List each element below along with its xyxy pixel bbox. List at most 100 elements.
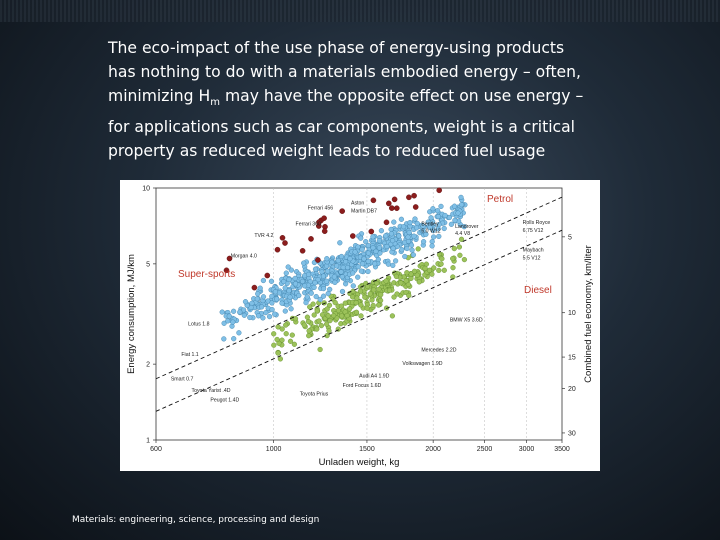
data-point <box>412 204 419 210</box>
data-point <box>344 264 351 271</box>
data-point <box>226 313 232 319</box>
data-point <box>435 213 441 220</box>
data-point <box>288 306 294 312</box>
data-point <box>325 313 331 319</box>
annotation-label: Martin DB7 <box>351 208 377 214</box>
data-point <box>271 331 277 337</box>
data-point <box>394 291 400 297</box>
data-point <box>306 328 312 334</box>
annotation-label: Mercedes 2.2D <box>421 347 456 353</box>
data-point <box>321 215 327 222</box>
data-point <box>355 244 361 250</box>
annotation-label: Lotus 1.8 <box>188 321 209 327</box>
annotation-label: Ford Focus 1.6D <box>343 383 382 389</box>
data-point <box>269 300 275 306</box>
data-point <box>378 292 384 298</box>
data-point <box>410 252 417 258</box>
data-point <box>411 268 418 274</box>
x-tick-label: 1500 <box>359 446 375 453</box>
data-point <box>315 257 321 263</box>
data-point <box>386 287 393 293</box>
data-point <box>263 310 269 316</box>
data-point <box>315 276 321 283</box>
data-point <box>311 312 317 318</box>
data-point <box>259 304 265 310</box>
data-point <box>292 275 298 282</box>
data-point <box>429 243 435 249</box>
data-point <box>317 346 323 353</box>
data-point <box>308 236 314 242</box>
data-point <box>314 326 320 332</box>
y2-axis-label: Combined fuel economy, km/liter <box>583 245 594 383</box>
annotation-label: Ferrari 360 <box>296 221 321 227</box>
data-point <box>338 269 344 275</box>
data-point <box>390 245 396 251</box>
data-point <box>283 331 289 337</box>
data-point <box>296 292 302 299</box>
data-point <box>435 208 441 214</box>
data-point <box>389 313 396 319</box>
data-point <box>385 200 392 207</box>
data-point <box>376 302 382 308</box>
data-point <box>369 297 375 303</box>
annotation-label: 5.5 V12 <box>523 256 541 262</box>
data-point <box>456 244 463 250</box>
annotation-label: Fiat 1.1 <box>181 352 198 358</box>
data-point <box>312 266 319 272</box>
annotation-label: Toyota Prius <box>300 392 329 398</box>
data-point <box>411 233 417 239</box>
data-point <box>274 246 281 253</box>
data-point <box>431 265 437 271</box>
annotation-label: 4.4 V8 <box>455 231 470 237</box>
annotation-label: TVR 4.2 <box>254 233 273 239</box>
data-point <box>237 309 243 315</box>
data-point <box>331 274 338 280</box>
data-point <box>359 246 365 253</box>
data-point <box>422 265 428 272</box>
data-point <box>339 274 345 280</box>
data-point <box>327 318 333 324</box>
data-point <box>409 247 415 253</box>
data-point <box>450 255 456 262</box>
data-point <box>335 257 341 264</box>
y-tick-label: 2 <box>146 362 150 369</box>
data-point <box>427 224 433 231</box>
data-point <box>318 323 325 329</box>
data-point <box>361 256 367 262</box>
data-point <box>357 288 364 294</box>
data-point <box>255 291 261 297</box>
heading-line-3-sub: m <box>210 97 220 109</box>
data-point <box>221 320 227 326</box>
data-point <box>241 312 247 318</box>
data-point <box>242 299 249 305</box>
annotation-label: Smart 0.7 <box>171 377 194 383</box>
data-point <box>288 267 295 273</box>
data-point <box>286 276 292 283</box>
data-point <box>421 239 427 245</box>
data-point <box>236 330 242 336</box>
data-point <box>282 240 288 246</box>
data-point <box>364 305 370 311</box>
data-point <box>320 293 327 299</box>
data-point <box>274 296 280 302</box>
data-point <box>358 302 364 308</box>
data-point <box>260 294 267 300</box>
data-point <box>365 268 371 275</box>
data-point <box>390 262 396 269</box>
y2-tick-label: 30 <box>568 430 576 437</box>
annotation-label: Ferrari 456 <box>308 206 333 212</box>
data-point <box>406 229 412 236</box>
data-point <box>365 242 371 249</box>
data-point <box>365 258 371 265</box>
data-point <box>304 314 311 320</box>
x-tick-label: 600 <box>150 446 162 453</box>
data-point <box>350 270 356 276</box>
data-point <box>385 261 392 267</box>
data-point <box>365 250 372 256</box>
data-point <box>254 296 260 302</box>
data-point <box>368 228 375 235</box>
data-point <box>311 284 317 291</box>
y2-tick-label: 15 <box>568 355 576 362</box>
data-point <box>370 245 376 251</box>
data-point <box>301 260 307 266</box>
